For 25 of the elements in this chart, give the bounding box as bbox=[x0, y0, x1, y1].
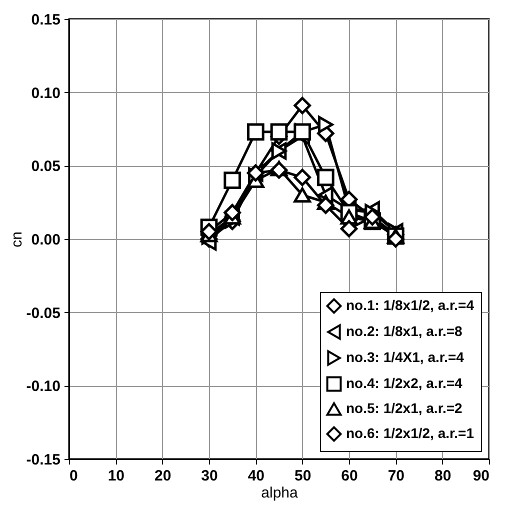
x-tick-label: 10 bbox=[108, 468, 125, 484]
y-tick-label: 0.10 bbox=[31, 84, 60, 102]
y-tick-label: -0.10 bbox=[26, 378, 60, 396]
y-tick-label: -0.15 bbox=[26, 452, 60, 468]
legend-label: no.4: 1/2x2, a.r.=4 bbox=[346, 375, 463, 391]
x-axis-title: alpha bbox=[261, 484, 299, 502]
legend-label: no.1: 1/8x1/2, a.r.=4 bbox=[346, 297, 474, 313]
x-tick-label: 60 bbox=[341, 468, 358, 484]
legend-label: no.5: 1/2x1, a.r.=2 bbox=[346, 400, 463, 416]
x-tick-label: 20 bbox=[154, 468, 172, 484]
x-tick-label: 0 bbox=[70, 468, 78, 484]
x-tick-label: 50 bbox=[294, 468, 312, 484]
y-tick-label: -0.05 bbox=[26, 304, 60, 322]
y-tick-label: 0.00 bbox=[31, 232, 60, 248]
legend-label: no.2: 1/8x1, a.r.=8 bbox=[346, 323, 463, 339]
x-tick-label: 40 bbox=[248, 468, 265, 484]
y-tick-label: 0.15 bbox=[31, 12, 60, 28]
x-tick-label: 30 bbox=[201, 468, 218, 484]
y-tick-label: 0.05 bbox=[31, 158, 60, 176]
y-axis-title: cn bbox=[8, 232, 26, 248]
x-tick-label: 70 bbox=[388, 468, 405, 484]
legend-label: no.6: 1/2x1/2, a.r.=1 bbox=[346, 425, 474, 441]
x-tick-label: 90 bbox=[472, 468, 490, 484]
legend-label: no.3: 1/4X1, a.r.=4 bbox=[346, 349, 464, 365]
x-tick-label: 80 bbox=[434, 468, 452, 484]
